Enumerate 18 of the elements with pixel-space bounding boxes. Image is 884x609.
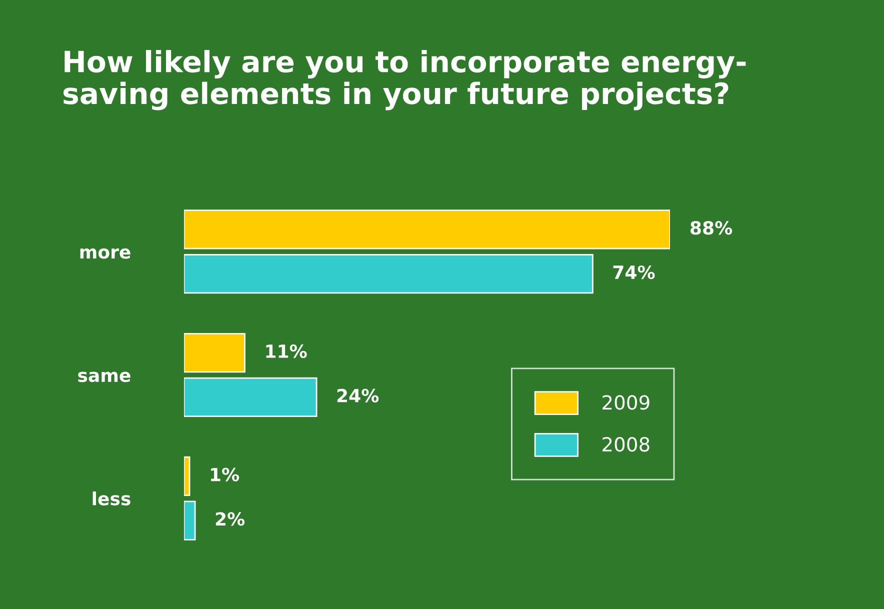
y-tick-label: more <box>80 248 130 259</box>
data-label: 1% <box>211 468 240 482</box>
bar <box>184 254 594 294</box>
y-tick-label: less <box>92 491 130 506</box>
data-label: 2% <box>216 512 245 526</box>
legend-label: 2008 <box>602 436 650 452</box>
data-label: 11% <box>266 344 307 358</box>
chart-title: How likely are you to incorporate energy- saving elements in your future projects? <box>64 50 746 110</box>
data-label: 88% <box>690 221 732 235</box>
bar <box>184 210 670 250</box>
y-tick-label: same <box>78 372 130 382</box>
data-label: 24% <box>337 388 379 402</box>
legend-label: 2009 <box>602 395 650 410</box>
data-label: 74% <box>613 265 655 280</box>
bar <box>184 377 318 418</box>
bar <box>184 332 246 373</box>
bar <box>184 456 190 496</box>
bar <box>184 500 196 540</box>
